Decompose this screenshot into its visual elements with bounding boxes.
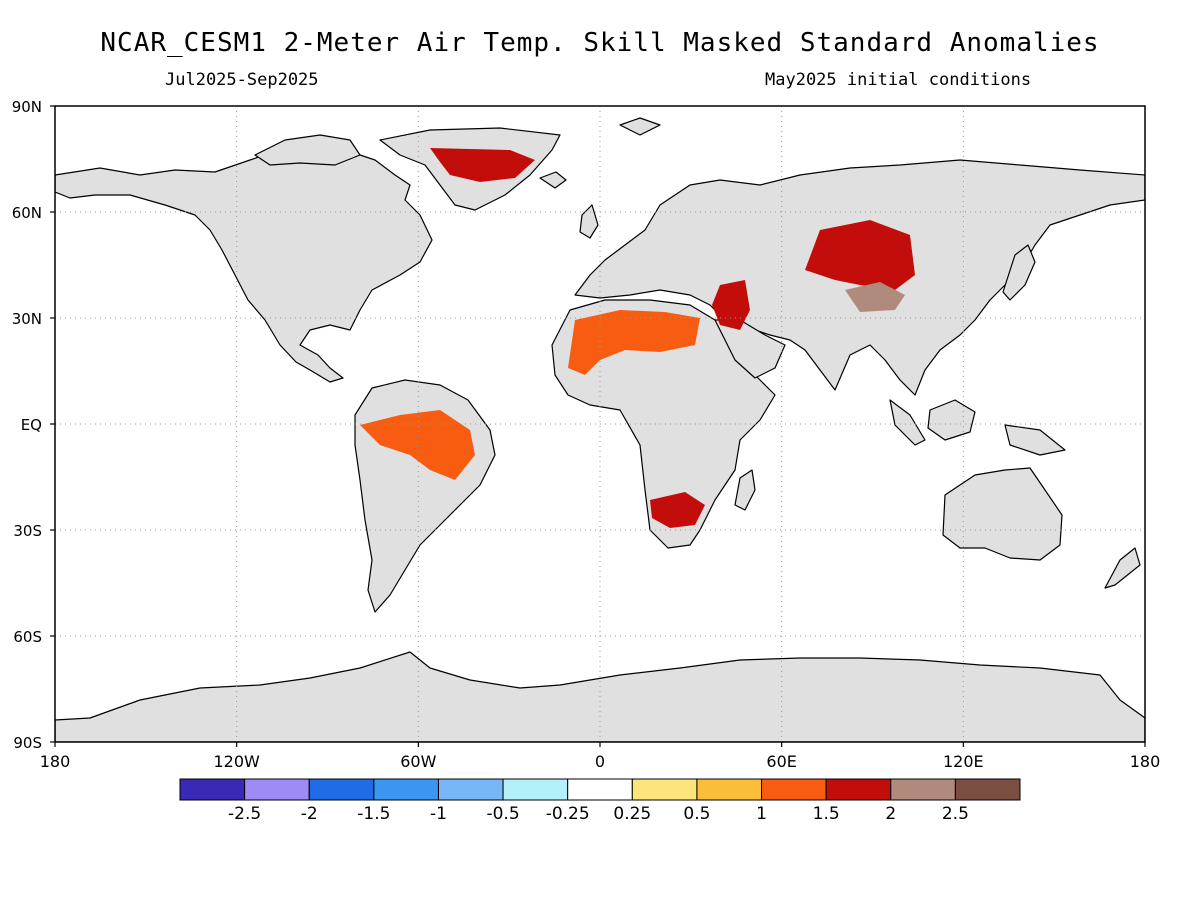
lon-tick-label: 180 xyxy=(40,752,71,771)
colorbar-label: -1.5 xyxy=(357,804,390,824)
colorbar-label: 1.5 xyxy=(813,804,840,824)
great-britain xyxy=(579,204,599,239)
antarctica xyxy=(55,651,1145,742)
iceland xyxy=(539,171,567,189)
map-fill-layer xyxy=(55,117,1145,742)
lat-tick-label: EQ xyxy=(21,416,42,434)
lon-tick-label: 120W xyxy=(213,752,260,771)
latitude-labels: 90N 60N 30N EQ 30S 60S 90S xyxy=(12,98,42,752)
arctic-archipelago xyxy=(254,134,361,166)
chart-title: NCAR_CESM1 2-Meter Air Temp. Skill Maske… xyxy=(100,28,1100,58)
colorbar-swatch xyxy=(308,778,375,801)
colorbar: -2.5 -2 -1.5 -1 -0.5 -0.25 0.25 0.5 1 1.5 2 2.5 xyxy=(179,778,1021,824)
lat-tick-label: 90S xyxy=(13,734,42,752)
colorbar-swatch xyxy=(954,778,1021,801)
amazon-anomaly xyxy=(360,410,475,480)
colorbar-swatch xyxy=(437,778,504,801)
forecast-period: Jul2025-Sep2025 xyxy=(165,70,319,90)
colorbar-swatch xyxy=(244,778,310,801)
colorbar-swatch xyxy=(825,778,892,801)
colorbar-swatch xyxy=(373,778,439,801)
lon-tick-label: 60E xyxy=(766,752,796,771)
anomaly-overlays xyxy=(360,148,915,528)
colorbar-swatch xyxy=(890,778,956,801)
lat-tick-label: 60N xyxy=(12,204,42,222)
colorbar-label: -1 xyxy=(430,804,447,824)
colorbar-label: 1 xyxy=(756,804,767,824)
graticule xyxy=(55,106,1145,742)
north-america xyxy=(55,144,433,383)
initial-conditions: May2025 initial conditions xyxy=(765,70,1032,90)
colorbar-swatch xyxy=(696,778,763,801)
borneo xyxy=(927,399,976,441)
north-africa-anomaly xyxy=(568,310,700,375)
colorbar-label: 2 xyxy=(885,804,896,824)
colorbar-label: 0.25 xyxy=(613,804,651,824)
colorbar-label: 0.5 xyxy=(683,804,710,824)
lon-tick-label: 120E xyxy=(943,752,984,771)
madagascar xyxy=(734,469,756,511)
colorbar-label: -0.5 xyxy=(486,804,519,824)
svalbard xyxy=(619,117,661,136)
colorbar-label: -2.5 xyxy=(228,804,261,824)
lat-tick-label: 30S xyxy=(13,522,42,540)
southern-africa-anomaly xyxy=(650,492,705,528)
new-zealand xyxy=(1104,547,1141,589)
japan xyxy=(1002,244,1036,301)
sumatra xyxy=(889,399,926,446)
longitude-labels: 180 120W 60W 0 60E 120E 180 xyxy=(40,752,1161,771)
axis-ticks xyxy=(50,105,1146,747)
lon-tick-label: 180 xyxy=(1130,752,1161,771)
colorbar-label: -0.25 xyxy=(546,804,590,824)
colorbar-swatch xyxy=(502,778,569,801)
colorbar-swatch xyxy=(631,778,698,801)
greenland-anomaly xyxy=(430,148,535,182)
colorbar-label: 2.5 xyxy=(942,804,969,824)
lat-tick-label: 60S xyxy=(13,628,42,646)
lon-tick-label: 60W xyxy=(400,752,436,771)
colorbar-swatch xyxy=(567,778,633,801)
new-guinea xyxy=(1004,424,1066,456)
lon-tick-label: 0 xyxy=(595,752,605,771)
colorbar-swatch xyxy=(179,778,246,801)
arabia xyxy=(714,319,786,379)
colorbar-swatch xyxy=(761,778,827,801)
lat-tick-label: 30N xyxy=(12,310,42,328)
lat-tick-label: 90N xyxy=(12,98,42,116)
tibet-anomaly xyxy=(845,282,905,312)
australia xyxy=(942,467,1063,561)
colorbar-label: -2 xyxy=(301,804,318,824)
central-asia-anomaly xyxy=(805,220,915,290)
